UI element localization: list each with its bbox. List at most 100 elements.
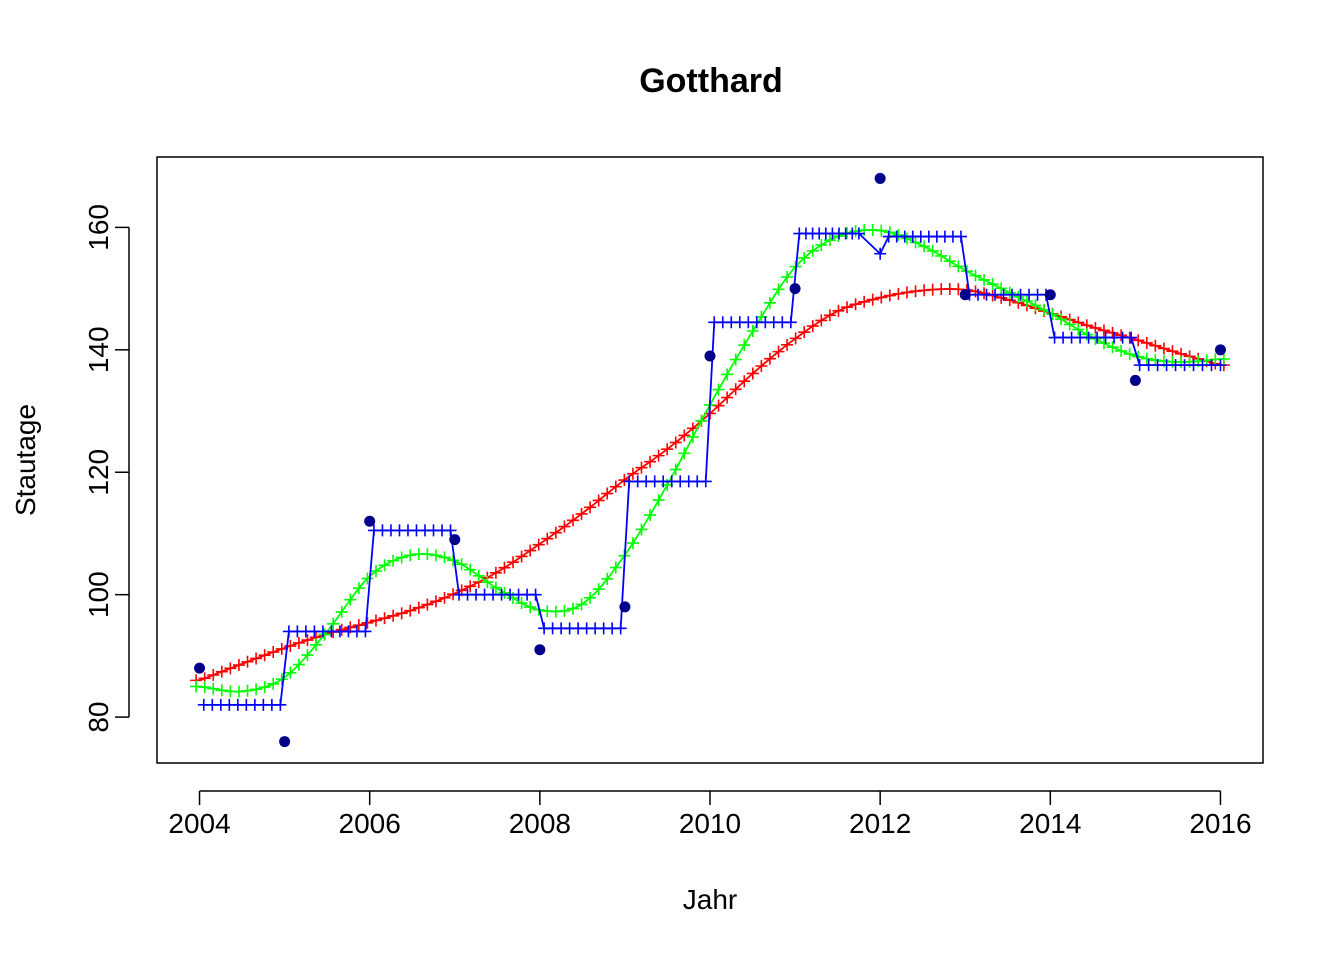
series-red-point — [806, 320, 819, 333]
series-green-point — [746, 324, 759, 337]
series-red-point — [746, 367, 759, 380]
series-green-point — [241, 684, 254, 697]
series-green-point — [301, 649, 314, 662]
series-green-point — [1149, 354, 1162, 367]
series-red-point — [404, 604, 417, 617]
series-red-point — [832, 304, 845, 317]
series-green-point — [1072, 323, 1085, 336]
series-green-point — [335, 605, 348, 618]
series-green-point — [626, 537, 639, 550]
series-green-point — [909, 236, 922, 249]
series-red-point — [823, 309, 836, 322]
x-tick-label: 2008 — [509, 808, 571, 839]
series-green-point — [952, 260, 965, 273]
series-red-point — [763, 352, 776, 365]
series-green-point — [215, 684, 228, 697]
series-green-point — [1012, 290, 1025, 303]
series-red-point — [601, 487, 614, 500]
series-red-point — [892, 287, 905, 300]
series-green-point — [198, 681, 211, 694]
observed-point — [279, 736, 291, 748]
series-red-point — [652, 449, 665, 462]
series-blue-point — [954, 230, 967, 243]
observed-point — [449, 534, 461, 546]
series-red-point — [772, 345, 785, 358]
observed-point — [959, 289, 971, 301]
series-red-point — [352, 619, 365, 632]
series-green-point — [275, 673, 288, 686]
series-red-point — [369, 614, 382, 627]
series-green-point — [352, 582, 365, 595]
observed-point — [704, 350, 716, 362]
series-green-point — [652, 494, 665, 507]
series-green-point — [978, 273, 991, 286]
series-green-point — [721, 368, 734, 381]
series-green-point — [267, 677, 280, 690]
series-red-point — [609, 480, 622, 493]
series-red-point — [301, 634, 314, 647]
series-green-point — [918, 240, 931, 253]
series-red-point — [361, 616, 374, 629]
y-tick-label: 100 — [83, 571, 114, 618]
series-red-point — [626, 467, 639, 480]
series-green-point — [404, 549, 417, 562]
series-green-point — [472, 569, 485, 582]
series-red-point — [1166, 345, 1179, 358]
series-red-point — [738, 375, 751, 388]
series-green-point — [1046, 308, 1059, 321]
series-blue-point — [852, 227, 865, 240]
series-red-point — [866, 293, 879, 306]
series-blue-point — [874, 247, 887, 260]
series-red-point — [498, 561, 511, 574]
y-tick-label: 160 — [83, 204, 114, 251]
observed-point — [874, 172, 886, 184]
series-red-point — [592, 494, 605, 507]
series-green-point — [455, 558, 468, 571]
series-green-point — [464, 563, 477, 576]
series-green-point — [1063, 318, 1076, 331]
series-red-point — [387, 609, 400, 622]
y-tick-label: 120 — [83, 449, 114, 496]
series-blue-point — [359, 625, 372, 638]
series-green-point — [875, 224, 888, 237]
series-red-point — [1149, 339, 1162, 352]
series-green-point — [318, 628, 331, 641]
series-green-point — [584, 591, 597, 604]
series-green-point — [609, 561, 622, 574]
observed-point — [194, 662, 206, 674]
series-red-point — [875, 291, 888, 304]
series-green-point — [1097, 337, 1110, 350]
series-red-point — [849, 298, 862, 311]
series-red-point — [292, 636, 305, 649]
series-red-point — [1157, 342, 1170, 355]
series-green-point — [515, 597, 528, 610]
series-green-point — [292, 658, 305, 671]
series-green-point — [781, 271, 794, 284]
series-green-point — [481, 576, 494, 589]
series-green-point — [738, 339, 751, 352]
series-red-point — [275, 642, 288, 655]
series-red-point — [1140, 336, 1153, 349]
series-green-point — [644, 509, 657, 522]
series-green-point — [489, 581, 502, 594]
series-red-point — [618, 474, 631, 487]
series-green-point — [635, 523, 648, 536]
series-red — [190, 283, 1230, 687]
series-green-point — [1140, 352, 1153, 365]
series-red-point — [412, 601, 425, 614]
series-green-point — [327, 617, 340, 630]
series-red-point — [661, 443, 674, 456]
series-red-point — [541, 532, 554, 545]
series-blue-point — [699, 475, 712, 488]
observed-point — [1214, 344, 1226, 356]
x-tick-label: 2006 — [339, 808, 401, 839]
series-green-point — [729, 353, 742, 366]
series-green-point — [1038, 303, 1051, 316]
observed-point — [789, 283, 801, 295]
series-red-point — [507, 556, 520, 569]
series-red-point — [395, 607, 408, 620]
x-tick-label: 2016 — [1189, 808, 1251, 839]
series-green-point — [1115, 344, 1128, 357]
x-tick-label: 2004 — [168, 808, 230, 839]
